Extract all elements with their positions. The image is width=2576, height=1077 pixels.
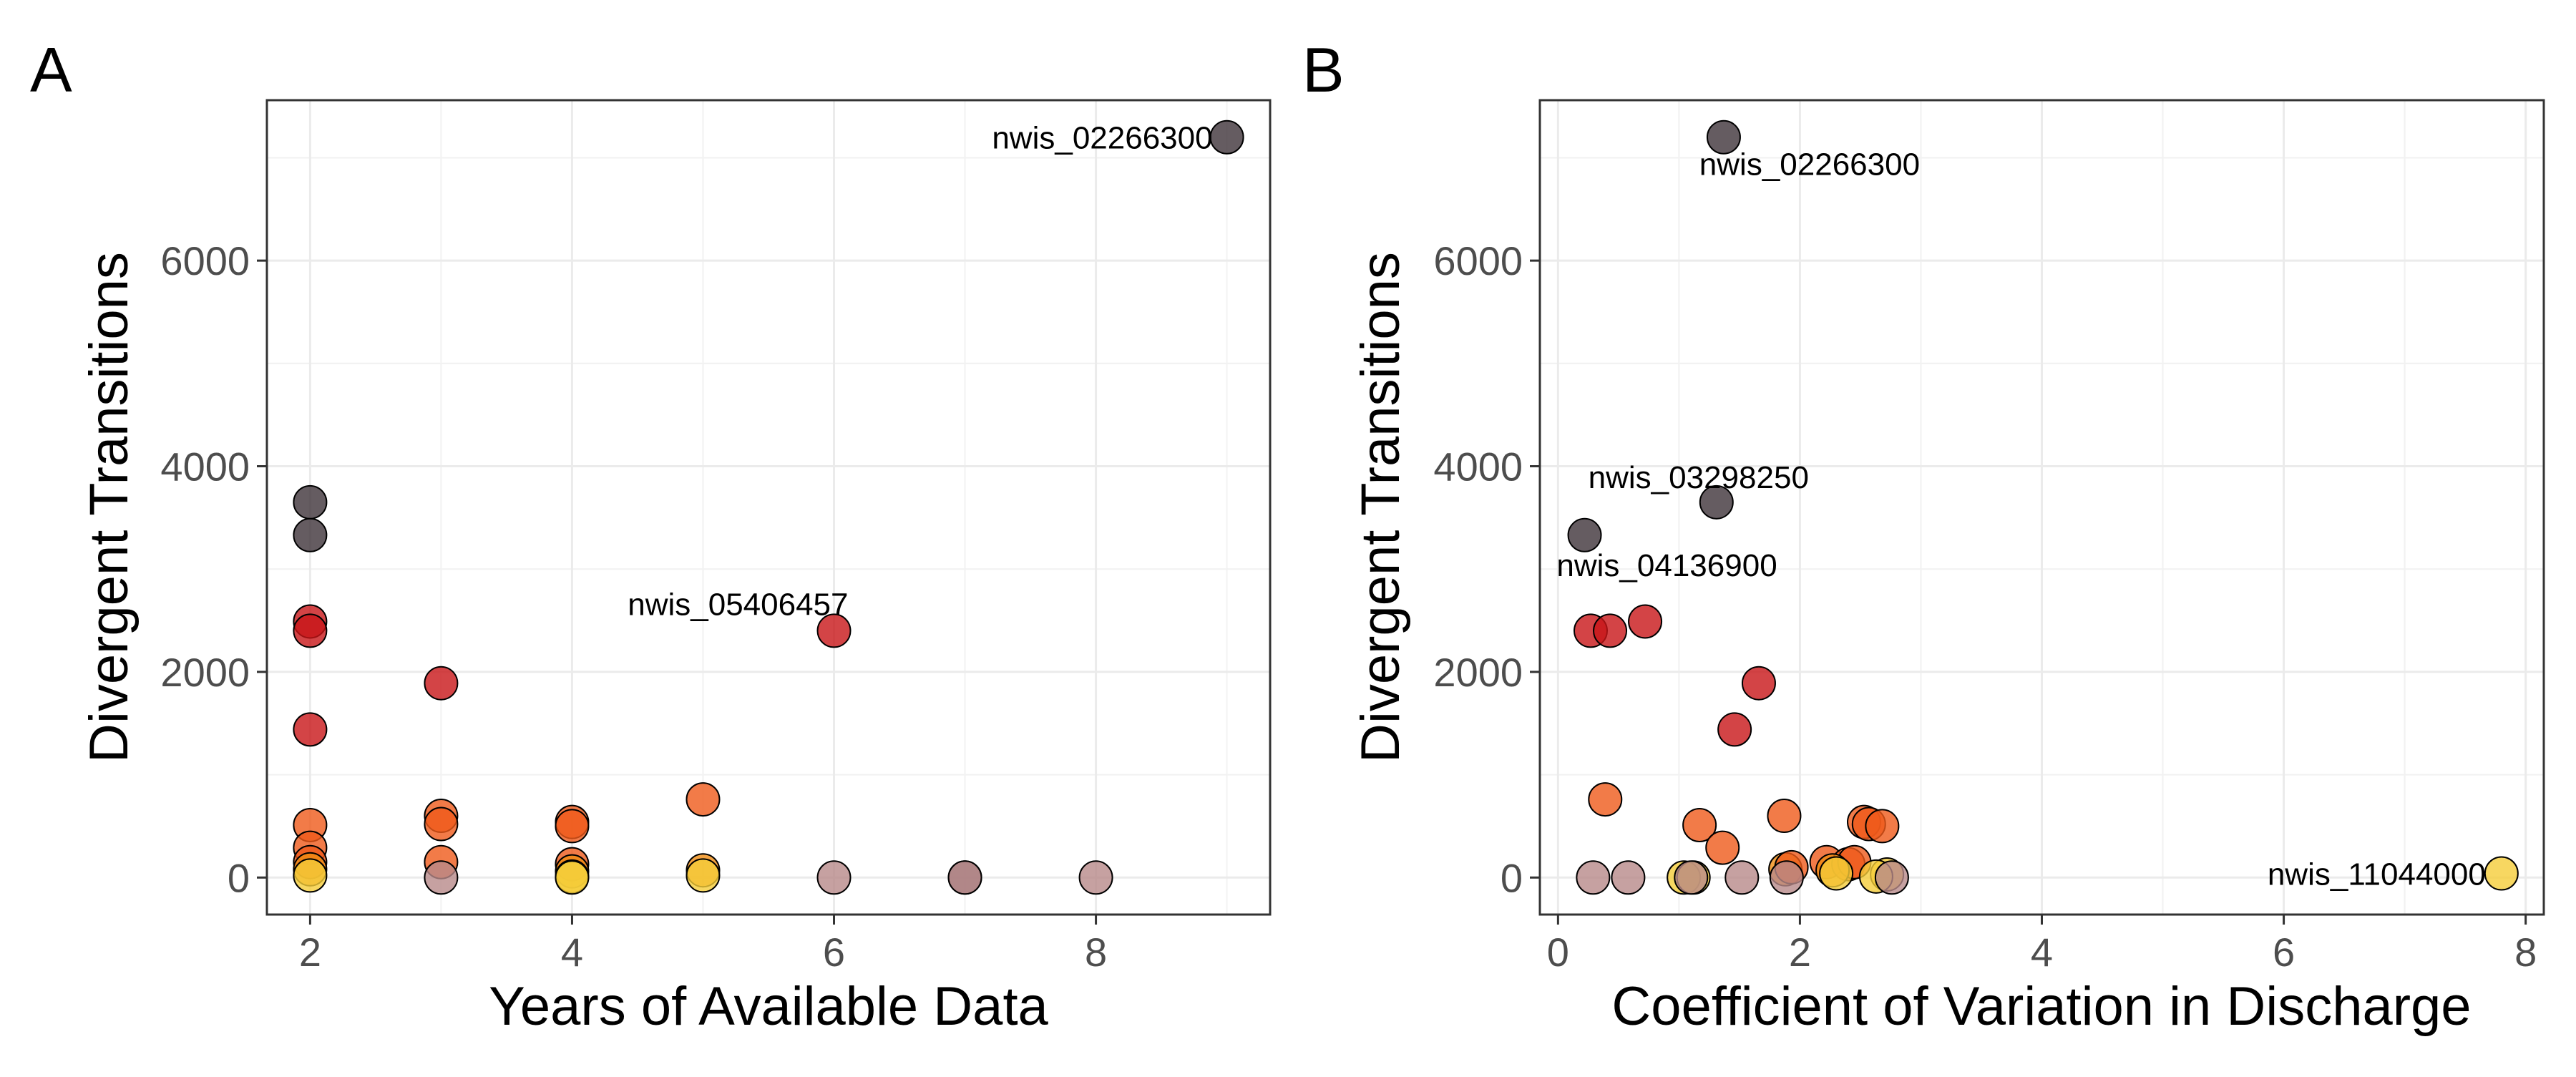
data-point <box>293 484 328 520</box>
data-point <box>293 613 328 648</box>
data-point <box>555 809 590 844</box>
y-tick-label: 6000 <box>160 238 250 283</box>
grid <box>1540 100 2544 915</box>
x-tick-label: 8 <box>2514 930 2537 975</box>
data-point <box>1588 782 1623 817</box>
x-tick-label: 4 <box>2031 930 2053 975</box>
data-point <box>1865 809 1900 844</box>
x-tick-label: 6 <box>2273 930 2295 975</box>
data-point <box>1209 120 1244 155</box>
plot-area <box>267 100 1270 915</box>
data-point <box>2484 856 2519 891</box>
data-point <box>1699 484 1734 520</box>
data-point <box>1874 860 1909 895</box>
data-point <box>686 782 721 817</box>
x-tick-label: 0 <box>1547 930 1569 975</box>
y-tick-label: 6000 <box>1433 238 1523 283</box>
x-axis-title: Years of Available Data <box>489 976 1048 1037</box>
x-tick-label: 4 <box>561 930 583 975</box>
x-tick-label: 2 <box>1789 930 1811 975</box>
data-point <box>424 860 459 895</box>
data-point <box>1682 807 1717 842</box>
panel-b: nwis_02266300 nwis_03298250 nwis_04136900n… <box>1302 34 2545 1037</box>
y-tick-label: 4000 <box>1433 444 1523 489</box>
data-point <box>1628 604 1663 639</box>
x-tick-label: 2 <box>299 930 321 975</box>
data-point <box>1078 860 1113 895</box>
data-point <box>1819 856 1854 891</box>
y-tick-label: 2000 <box>160 650 250 695</box>
point-label: nwis_11044000 <box>2268 857 2486 892</box>
panel-letter: B <box>1302 34 1345 105</box>
data-point <box>1705 830 1740 865</box>
data-point <box>293 517 328 552</box>
point-label: nwis_05406457 <box>628 587 848 622</box>
data-point <box>1674 860 1709 895</box>
data-point <box>1593 613 1628 648</box>
data-point <box>424 666 459 701</box>
x-tick-label: 8 <box>1085 930 1107 975</box>
data-point <box>1567 517 1602 552</box>
plot-border <box>265 99 1272 916</box>
data-point <box>816 860 852 895</box>
grid <box>267 100 1270 915</box>
y-axis-title: Divergent Transitions <box>1350 252 1411 763</box>
data-points <box>1567 120 2519 895</box>
data-point <box>1706 120 1741 155</box>
panel-letter: A <box>30 34 72 105</box>
data-point <box>1611 860 1646 895</box>
point-label: nwis_04136900 <box>1556 548 1777 583</box>
data-point <box>1724 860 1760 895</box>
y-tick-label: 0 <box>1501 855 1523 900</box>
data-point <box>555 860 590 895</box>
point-label: nwis_03298250 <box>1589 460 1809 495</box>
data-point <box>293 858 328 893</box>
x-tick-label: 6 <box>823 930 845 975</box>
data-point <box>816 613 852 648</box>
data-point <box>1769 860 1804 895</box>
point-label: nwis_02266300 <box>992 121 1212 156</box>
data-points <box>293 120 1244 895</box>
data-point <box>424 806 459 842</box>
y-tick-label: 2000 <box>1433 650 1523 695</box>
data-point <box>1767 799 1802 834</box>
data-point <box>1576 860 1611 895</box>
panel-a: nwis_02266300 nwis_05406457 2 4 6 8 0 2000 4000 6… <box>30 34 1272 1037</box>
data-point <box>947 860 982 895</box>
data-point <box>1717 712 1752 747</box>
x-axis-title: Coefficient of Variation in Discharge <box>1611 976 2471 1037</box>
data-point <box>1741 666 1776 701</box>
point-label: nwis_02266300 <box>1699 147 1920 182</box>
y-tick-label: 0 <box>228 855 250 900</box>
y-tick-label: 4000 <box>160 444 250 489</box>
y-axis-title: Divergent Transitions <box>79 252 140 763</box>
data-point <box>686 858 721 893</box>
data-point <box>293 712 328 747</box>
